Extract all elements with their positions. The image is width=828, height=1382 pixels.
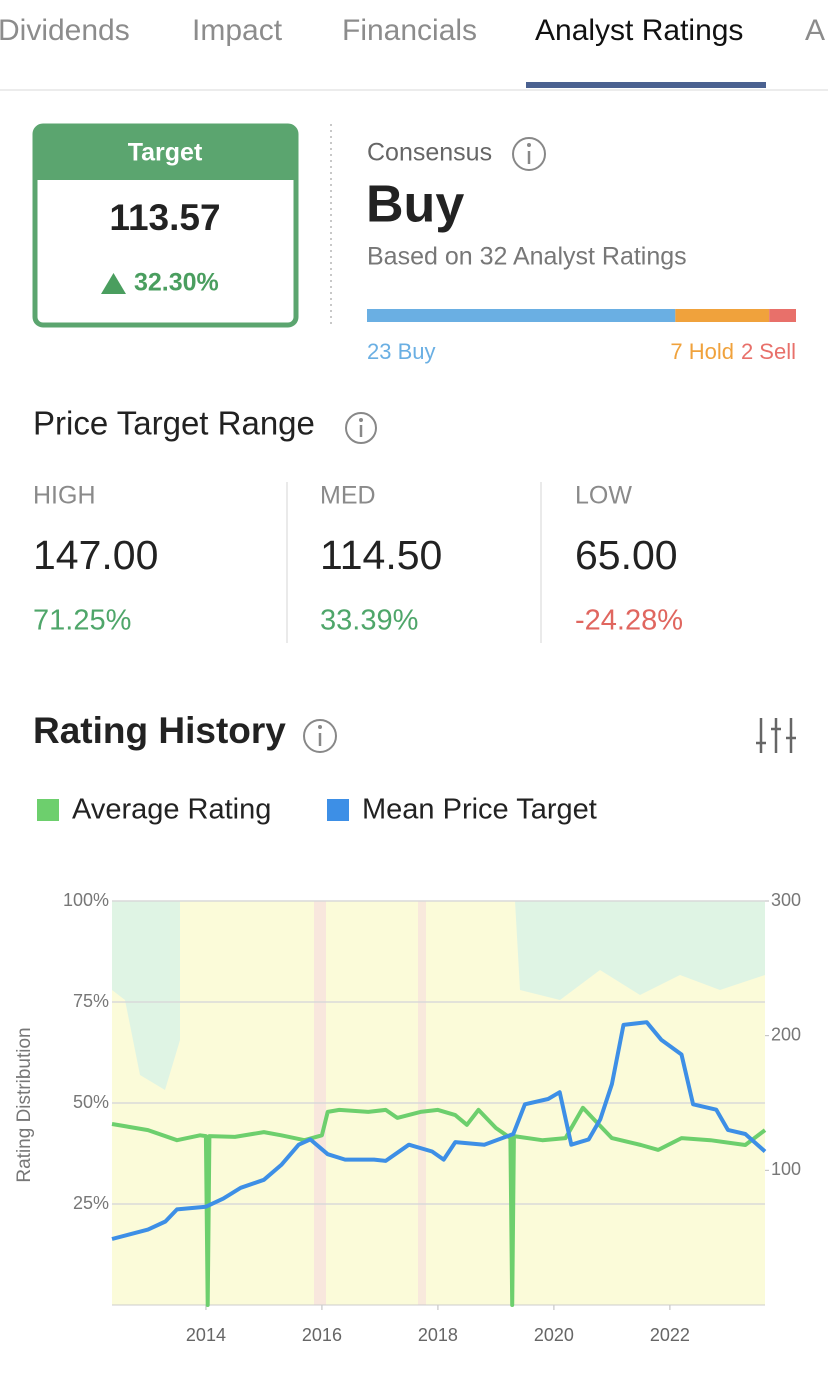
consensus-label: Consensus xyxy=(367,139,492,167)
info-icon xyxy=(345,412,377,444)
distribution-bar xyxy=(769,309,796,322)
tab[interactable]: Dividends xyxy=(0,14,130,47)
legend-swatch xyxy=(37,799,59,821)
section-title: Rating History xyxy=(33,710,286,751)
distribution-label: 2 Sell xyxy=(741,339,796,364)
range-value: 147.00 xyxy=(33,532,158,578)
y2-tick-label: 200 xyxy=(771,1024,801,1044)
x-tick-label: 2018 xyxy=(418,1325,458,1345)
x-tick-label: 2020 xyxy=(534,1325,574,1345)
consensus-basis: Based on 32 Analyst Ratings xyxy=(367,243,687,271)
target-title: Target xyxy=(128,139,203,167)
series-line xyxy=(111,1020,767,1241)
target-value: 113.57 xyxy=(109,197,220,238)
range-label: HIGH xyxy=(33,482,96,510)
distribution-bar xyxy=(675,309,770,322)
y-tick-label: 75% xyxy=(73,991,109,1011)
section-title: Price Target Range xyxy=(33,405,315,442)
distribution-bar xyxy=(367,309,676,322)
info-icon xyxy=(303,719,337,753)
y-tick-label: 100% xyxy=(63,890,109,910)
legend-swatch xyxy=(327,799,349,821)
legend-label: Average Rating xyxy=(72,794,271,826)
range-label: MED xyxy=(320,482,376,510)
tab[interactable]: A xyxy=(805,14,825,47)
distribution-label: 7 Hold xyxy=(670,339,734,364)
active-tab-indicator xyxy=(526,82,766,88)
target-change: 32.30% xyxy=(134,269,219,297)
range-change: 33.39% xyxy=(320,605,418,637)
tab[interactable]: Analyst Ratings xyxy=(535,14,743,47)
range-change: 71.25% xyxy=(33,605,131,637)
x-tick-label: 2022 xyxy=(650,1325,690,1345)
x-tick-label: 2014 xyxy=(186,1325,226,1345)
series-line xyxy=(111,1105,767,1307)
range-value: 65.00 xyxy=(575,532,678,578)
y-tick-label: 50% xyxy=(73,1092,109,1112)
plot-shade xyxy=(515,901,765,1000)
y-tick-label: 25% xyxy=(73,1193,109,1213)
distribution-label: 23 Buy xyxy=(367,339,436,364)
x-tick-label: 2016 xyxy=(302,1325,342,1345)
y2-tick-label: 100 xyxy=(771,1159,801,1179)
range-label: LOW xyxy=(575,482,632,510)
legend-label: Mean Price Target xyxy=(362,794,597,826)
consensus-rating: Buy xyxy=(366,176,464,234)
range-value: 114.50 xyxy=(320,532,442,578)
filter-icon[interactable] xyxy=(756,718,796,753)
tab[interactable]: Financials xyxy=(342,14,477,47)
tab[interactable]: Impact xyxy=(192,14,283,47)
y-axis-title: Rating Distribution xyxy=(14,1027,35,1182)
range-change: -24.28% xyxy=(575,605,683,637)
plot-shade xyxy=(112,901,180,1090)
target-header xyxy=(35,126,296,180)
info-icon xyxy=(512,137,546,171)
y2-tick-label: 300 xyxy=(771,890,801,910)
up-arrow xyxy=(101,273,126,294)
